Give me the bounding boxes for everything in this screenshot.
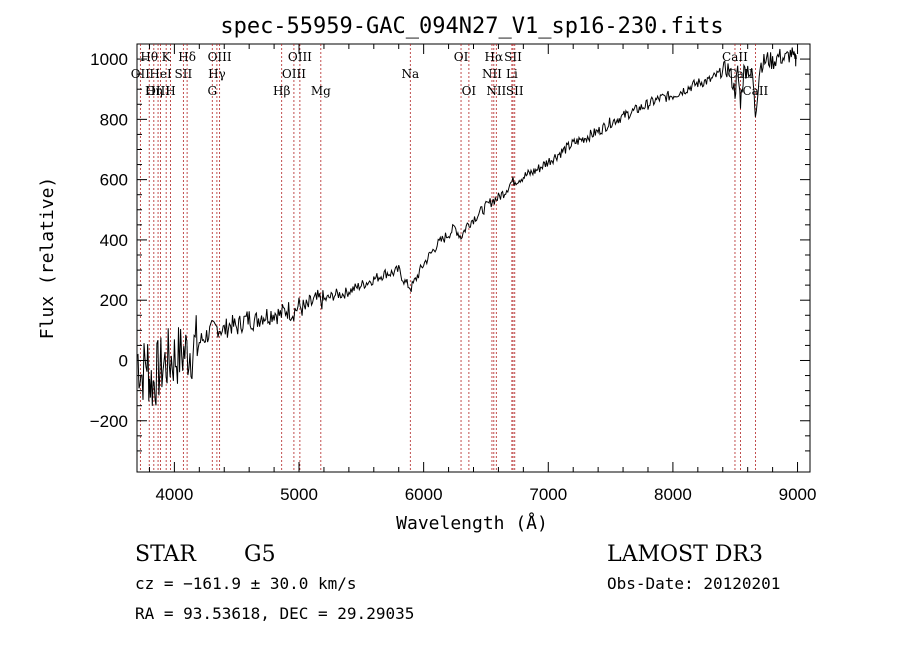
x-tick-label-0: 4000 (155, 485, 193, 504)
x-tick-label-2: 6000 (405, 485, 443, 504)
x-axis-label: Wavelength (Å) (396, 512, 548, 534)
chart-title: spec-55959-GAC_094N27_V1_sp16-230.fits (220, 14, 723, 39)
line-label-16: Li (506, 67, 518, 81)
line-label-27: CaII (742, 84, 768, 98)
line-label-2: Hδ (178, 50, 196, 64)
line-label-13: OIII (282, 67, 306, 81)
object-subclass: G5 (244, 542, 276, 567)
line-label-3: OIII (208, 50, 232, 64)
x-tick-label-1: 5000 (280, 485, 318, 504)
line-label-21: G (207, 84, 217, 98)
y-tick-label-4: 600 (100, 171, 128, 190)
line-label-15: NII (482, 67, 502, 81)
line-label-14: Na (401, 67, 419, 81)
line-label-1: K (162, 50, 172, 64)
line-label-22: Hβ (273, 84, 290, 98)
obs-date: Obs-Date: 20120201 (607, 574, 780, 593)
line-label-6: Hα (485, 50, 504, 64)
line-label-24: OI (462, 84, 477, 98)
coordinates: RA = 93.53618, DEC = 29.29035 (135, 604, 414, 623)
line-label-11: SII (175, 67, 193, 81)
line-label-10: HeI (149, 67, 172, 81)
line-label-20: H (165, 84, 175, 98)
line-label-19: Hη (145, 84, 163, 98)
line-label-0: Hθ (140, 50, 158, 64)
flux-line (136, 47, 797, 406)
x-tick-label-3: 7000 (529, 485, 567, 504)
y-tick-label-2: 200 (100, 291, 128, 310)
y-axis-ticks: −200 0 200 400 600 800 1000 (90, 50, 810, 452)
survey-name: LAMOST DR3 (607, 542, 763, 567)
y-tick-label-5: 800 (100, 110, 128, 129)
spectrum-series (136, 47, 797, 406)
line-label-18: OIII (146, 84, 170, 98)
line-label-25: NII (486, 84, 506, 98)
line-label-7: SII (504, 50, 522, 64)
redshift-cz: cz = −161.9 ± 30.0 km/s (135, 574, 357, 593)
x-tick-label-4: 8000 (654, 485, 692, 504)
line-label-5: OI (454, 50, 469, 64)
y-tick-label-3: 400 (100, 231, 128, 250)
y-tick-label-1: 0 (119, 351, 128, 370)
x-tick-label-5: 9000 (779, 485, 817, 504)
line-label-26: SII (506, 84, 524, 98)
plot-frame (136, 43, 811, 473)
line-label-8: CaII (722, 50, 748, 64)
y-tick-label-0: −200 (90, 412, 128, 431)
object-class: STAR (135, 542, 197, 567)
y-tick-label-6: 1000 (90, 50, 128, 69)
line-label-4: OIII (288, 50, 312, 64)
spectral-line-markers (139, 44, 756, 472)
line-label-12: Hγ (208, 67, 226, 81)
line-label-23: Mg (311, 84, 331, 98)
y-axis-label: Flux (relative) (37, 177, 58, 340)
x-axis-ticks: 4000 5000 6000 7000 8000 9000 (148, 44, 817, 504)
